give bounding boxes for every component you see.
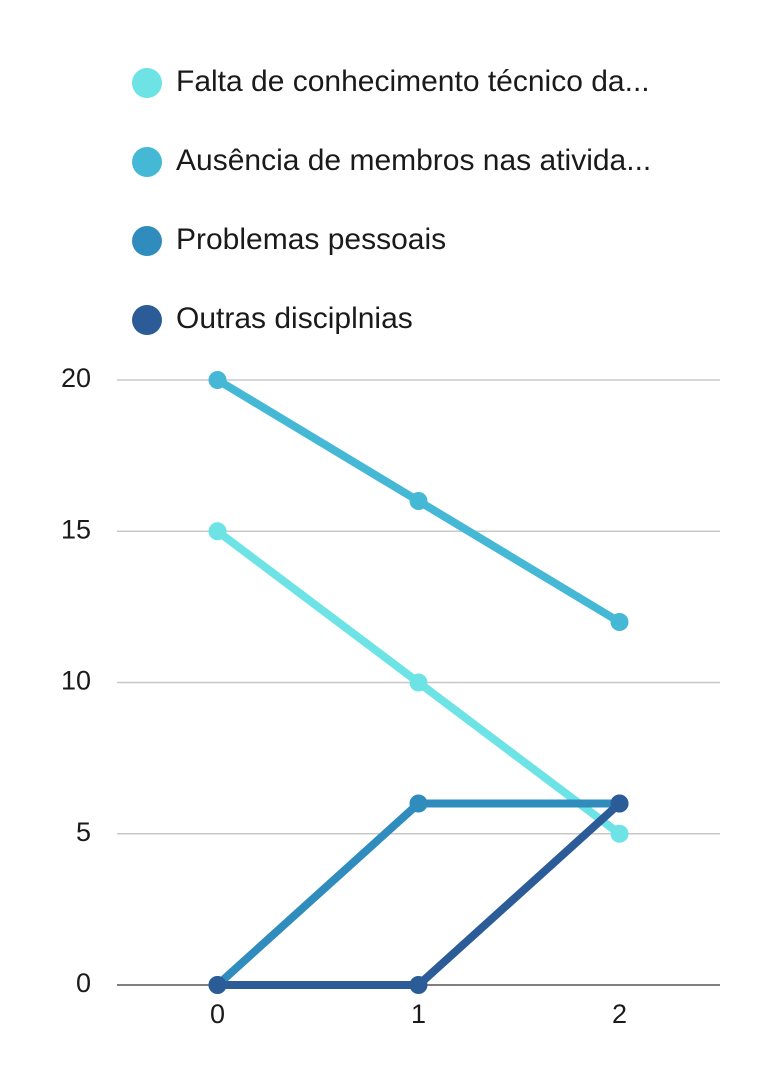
data-point <box>409 976 428 994</box>
legend-item: Outras disciplnias <box>132 302 413 335</box>
x-tick-label: 0 <box>210 999 225 1029</box>
data-point <box>208 976 227 994</box>
y-axis-tick-labels: 0 5 10 15 20 <box>61 363 91 998</box>
series-line <box>213 799 624 989</box>
data-point <box>208 522 227 541</box>
y-tick-label: 20 <box>61 363 91 393</box>
chart-legend: Falta de conhecimento técnico da... Ausên… <box>132 65 651 335</box>
legend-label: Outras disciplnias <box>176 302 413 335</box>
y-tick-label: 0 <box>76 968 91 998</box>
data-point <box>610 824 629 843</box>
data-point <box>610 613 629 631</box>
data-point <box>409 794 428 813</box>
legend-label: Falta de conhecimento técnico da... <box>176 65 650 98</box>
legend-item: Ausência de membros nas ativida... <box>132 144 651 177</box>
x-tick-label: 2 <box>612 999 627 1029</box>
y-tick-label: 5 <box>76 817 91 847</box>
y-tick-label: 15 <box>61 514 91 544</box>
legend-item: Falta de conhecimento técnico da... <box>132 65 650 98</box>
y-tick-label: 10 <box>61 666 91 696</box>
x-tick-label: 1 <box>411 999 426 1029</box>
legend-item: Problemas pessoais <box>132 223 446 256</box>
series-points <box>208 371 629 994</box>
data-point <box>409 673 428 692</box>
legend-label: Ausência de membros nas ativida... <box>176 144 651 177</box>
legend-label: Problemas pessoais <box>176 223 446 256</box>
legend-marker <box>132 147 162 177</box>
series-line <box>213 799 624 989</box>
legend-marker <box>132 305 162 335</box>
data-point <box>610 794 629 813</box>
x-axis-tick-labels: 0 1 2 <box>210 999 627 1029</box>
data-point <box>208 371 227 389</box>
legend-marker <box>132 68 162 98</box>
data-point <box>409 492 428 510</box>
legend-marker <box>132 226 162 256</box>
